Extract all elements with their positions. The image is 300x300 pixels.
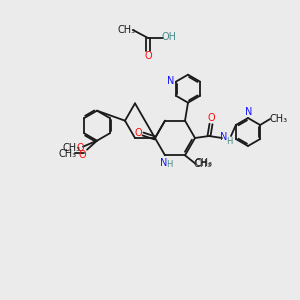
Text: CH₃: CH₃ (194, 159, 212, 169)
Text: O: O (76, 143, 84, 153)
Text: N: N (245, 107, 253, 117)
Text: O: O (144, 51, 152, 61)
Text: O: O (134, 128, 142, 138)
Text: OH: OH (161, 32, 176, 42)
Text: CH₃: CH₃ (59, 149, 77, 159)
Text: N: N (167, 76, 175, 86)
Text: N: N (220, 132, 228, 142)
Text: CH₃: CH₃ (269, 114, 287, 124)
Text: CH₃: CH₃ (63, 143, 81, 153)
Text: N: N (160, 158, 168, 168)
Text: CH₃: CH₃ (195, 158, 213, 168)
Text: H: H (166, 160, 172, 169)
Text: CH₃: CH₃ (118, 25, 136, 35)
Text: H: H (226, 136, 232, 146)
Text: O: O (207, 113, 215, 123)
Text: O: O (78, 150, 86, 160)
